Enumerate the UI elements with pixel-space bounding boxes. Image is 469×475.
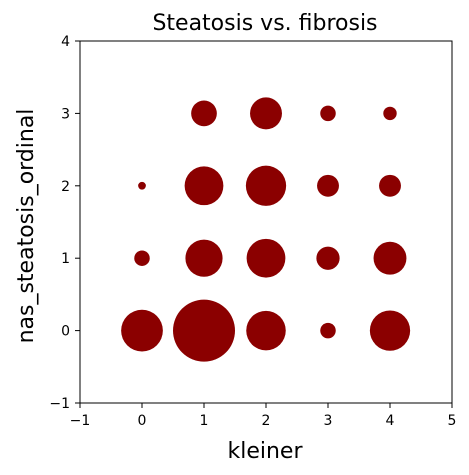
data-point [134, 250, 150, 266]
y-tick-label: 0 [61, 324, 70, 340]
data-point [138, 181, 146, 190]
data-point [317, 174, 339, 197]
data-point [184, 166, 224, 206]
data-point [316, 246, 340, 270]
y-axis-label: nas_steatosis_ordinal [14, 109, 39, 344]
data-point [373, 241, 407, 275]
x-tick-label: 1 [200, 413, 209, 429]
x-tick-label: 0 [138, 413, 147, 429]
y-tick-label: 4 [61, 34, 70, 50]
x-tick-label: 3 [324, 413, 333, 429]
y-tick-label: 2 [61, 179, 70, 195]
data-point [383, 106, 397, 121]
data-point [191, 100, 217, 127]
data-point [185, 239, 223, 277]
y-tick-label: 1 [61, 251, 70, 267]
data-point [246, 310, 286, 351]
data-point [250, 97, 282, 130]
y-axis-ticks: −1 0 1 2 3 4 [49, 34, 80, 412]
data-point [369, 310, 411, 351]
x-tick-label: 2 [262, 413, 271, 429]
chart-title: Steatosis vs. fibrosis [152, 11, 377, 36]
data-point [121, 309, 163, 352]
data-point [173, 299, 235, 362]
y-tick-label: −1 [49, 396, 70, 412]
data-point [245, 165, 287, 206]
x-axis-ticks: −1 0 1 2 3 4 5 [70, 403, 457, 429]
data-point [379, 174, 401, 197]
data-point [320, 322, 336, 339]
y-tick-label: 3 [61, 106, 70, 122]
x-axis-label: kleiner [227, 439, 303, 464]
data-point [246, 238, 286, 278]
x-tick-label: 5 [448, 413, 457, 429]
data-point [320, 105, 336, 122]
x-tick-label: −1 [70, 413, 91, 429]
x-tick-label: 4 [386, 413, 395, 429]
data-points [121, 97, 411, 362]
